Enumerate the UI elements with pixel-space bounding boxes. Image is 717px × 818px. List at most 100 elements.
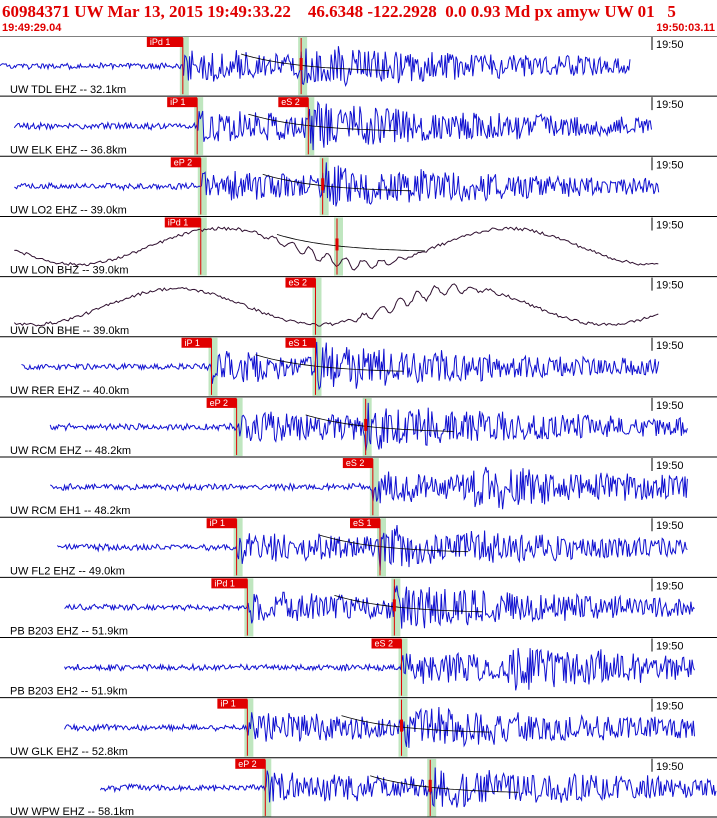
pick-window <box>194 97 204 156</box>
time-tick-box <box>652 37 716 51</box>
phase-pick-label-box[interactable] <box>170 157 201 168</box>
waveform-trace <box>99 767 717 808</box>
phase-pick-label: eS 1 <box>288 338 307 348</box>
phase-pick-label-box[interactable] <box>278 97 309 108</box>
phase-pick-label-box[interactable] <box>167 97 198 108</box>
time-tick-label: 19:50 <box>656 400 684 412</box>
phase-pick-label: iPd 1 <box>214 578 235 588</box>
time-tick-label: 19:50 <box>656 460 684 472</box>
trace-row[interactable]: iP 1 eS 1 UW RER EHZ -- 40.0km 19:50 <box>0 336 717 397</box>
pick-window <box>208 337 218 396</box>
phase-pick-label-box[interactable] <box>146 37 183 47</box>
coda-pick-marker[interactable] <box>364 418 368 431</box>
coda-decay-curve <box>248 113 397 131</box>
trace-row[interactable]: eS 2 UW LON BHE -- 39.0km 19:50 <box>0 276 717 337</box>
phase-pick-label: eS 1 <box>353 518 372 528</box>
trace-row[interactable]: iPd 1 UW TDL EHZ -- 32.1km 19:50 <box>0 36 717 96</box>
station-label: UW ELK EHZ -- 36.8km <box>10 144 127 156</box>
phase-pick-label-box[interactable] <box>211 578 248 589</box>
phase-pick-label-box[interactable] <box>285 277 316 288</box>
coda-decay-curve <box>240 53 390 71</box>
station-label: UW LO2 EHZ -- 39.0km <box>10 204 127 216</box>
waveform-trace <box>57 524 688 571</box>
station-label: UW LON BHE -- 39.0km <box>10 325 129 337</box>
waveform-trace <box>14 162 660 207</box>
station-label: UW RCM EH1 -- 48.2km <box>10 505 130 517</box>
phase-pick-label-box[interactable] <box>235 758 266 769</box>
phase-pick-label: eP 2 <box>238 759 256 769</box>
trace-row[interactable]: eP 2 UW RCM EHZ -- 48.2km 19:50 <box>0 396 717 457</box>
coda-pick-marker[interactable] <box>321 178 325 191</box>
coda-pick-marker[interactable] <box>299 58 303 70</box>
phase-pick-label-box[interactable] <box>371 638 402 649</box>
phase-pick-label-box[interactable] <box>164 217 201 228</box>
pick-window <box>262 758 272 817</box>
waveform-trace <box>13 283 659 327</box>
coda-pick-marker[interactable] <box>400 719 404 732</box>
time-tick-label: 19:50 <box>656 340 684 352</box>
event-header: 60984371 UW Mar 13, 2015 19:49:33.22 46.… <box>0 0 717 36</box>
pick-window <box>197 217 207 276</box>
time-tick-box <box>652 337 716 352</box>
coda-decay-curve <box>319 534 469 553</box>
time-tick-label: 19:50 <box>656 701 684 713</box>
trace-row[interactable]: iP 1 eS 1 UW FL2 EHZ -- 49.0km 19:50 <box>0 516 717 577</box>
time-tick-box <box>652 638 716 653</box>
trace-row[interactable]: iP 1 UW GLK EHZ -- 52.8km 19:50 <box>0 697 717 758</box>
time-tick-box <box>652 277 716 292</box>
trace-row[interactable]: eP 2 UW WPW EHZ -- 58.1km 19:50 <box>0 757 717 818</box>
time-tick-label: 19:50 <box>656 99 684 111</box>
phase-pick-label: iP 1 <box>220 699 235 709</box>
time-tick-box <box>652 578 716 593</box>
phase-pick-label: eP 2 <box>174 157 192 167</box>
trace-row[interactable]: iPd 1 UW LON BHZ -- 39.0km 19:50 <box>0 215 717 277</box>
trace-row[interactable]: iP 1 eS 2 UW ELK EHZ -- 36.8km 19:50 <box>0 95 717 156</box>
coda-pick-marker[interactable] <box>335 238 339 251</box>
phase-pick-label-box[interactable] <box>217 698 248 709</box>
station-label: UW WPW EHZ -- 58.1km <box>10 806 134 818</box>
phase-pick-label-box[interactable] <box>342 458 373 469</box>
station-label: UW GLK EHZ -- 52.8km <box>10 746 128 758</box>
trace-row[interactable]: eS 2 UW RCM EH1 -- 48.2km 19:50 <box>0 456 717 517</box>
pick-window <box>233 397 243 457</box>
trace-row[interactable]: eP 2 UW LO2 EHZ -- 39.0km 19:50 <box>0 155 717 216</box>
station-label: UW FL2 EHZ -- 49.0km <box>10 565 125 577</box>
event-summary-title: 60984371 UW Mar 13, 2015 19:49:33.22 46.… <box>2 2 676 21</box>
waveform-trace <box>13 100 652 151</box>
phase-pick-label-box[interactable] <box>206 397 237 408</box>
phase-pick-label: iPd 1 <box>168 217 189 227</box>
coda-decay-curve <box>341 715 490 733</box>
time-tick-label: 19:50 <box>656 219 684 231</box>
phase-pick-label: iP 1 <box>170 97 185 107</box>
time-tick-box <box>652 698 716 713</box>
trace-row[interactable]: eS 2 PB B203 EH2 -- 51.9km 19:50 <box>0 637 717 698</box>
seismogram-panel[interactable]: iPd 1 UW TDL EHZ -- 32.1km 19:50 iP 1 eS 2 UW… <box>0 36 717 818</box>
time-tick-label: 19:50 <box>656 280 684 292</box>
coda-decay-curve <box>370 775 519 793</box>
phase-pick-label: iP 1 <box>210 518 225 528</box>
phase-pick-label-box[interactable] <box>350 518 381 529</box>
coda-decay-curve <box>262 173 411 192</box>
phase-pick-label-box[interactable] <box>285 337 316 348</box>
phase-pick-label: eP 2 <box>210 398 228 408</box>
trace-row[interactable]: iPd 1 PB B203 EHZ -- 51.9km 19:50 <box>0 576 717 638</box>
time-tick-box <box>652 458 716 473</box>
phase-pick-label: iP 1 <box>185 338 200 348</box>
station-label: PB B203 EHZ -- 51.9km <box>10 626 128 638</box>
time-tick-box <box>652 397 716 412</box>
coda-pick-marker[interactable] <box>428 779 432 792</box>
waveform-trace <box>49 402 688 451</box>
time-tick-box <box>652 97 716 112</box>
station-label: PB B203 EH2 -- 51.9km <box>10 686 127 698</box>
coda-decay-curve <box>255 354 404 372</box>
phase-pick-label-box[interactable] <box>206 518 237 529</box>
window-end-time: 19:50:03.11 <box>656 22 715 34</box>
waveform-trace <box>64 706 695 748</box>
station-label: UW LON BHZ -- 39.0km <box>10 265 129 277</box>
pick-window <box>398 638 408 697</box>
time-tick-label: 19:50 <box>656 580 684 592</box>
coda-pick-marker[interactable] <box>392 599 396 612</box>
phase-pick-label-box[interactable] <box>181 337 212 348</box>
phase-pick-label: eS 2 <box>346 458 365 468</box>
time-tick-box <box>652 758 716 773</box>
